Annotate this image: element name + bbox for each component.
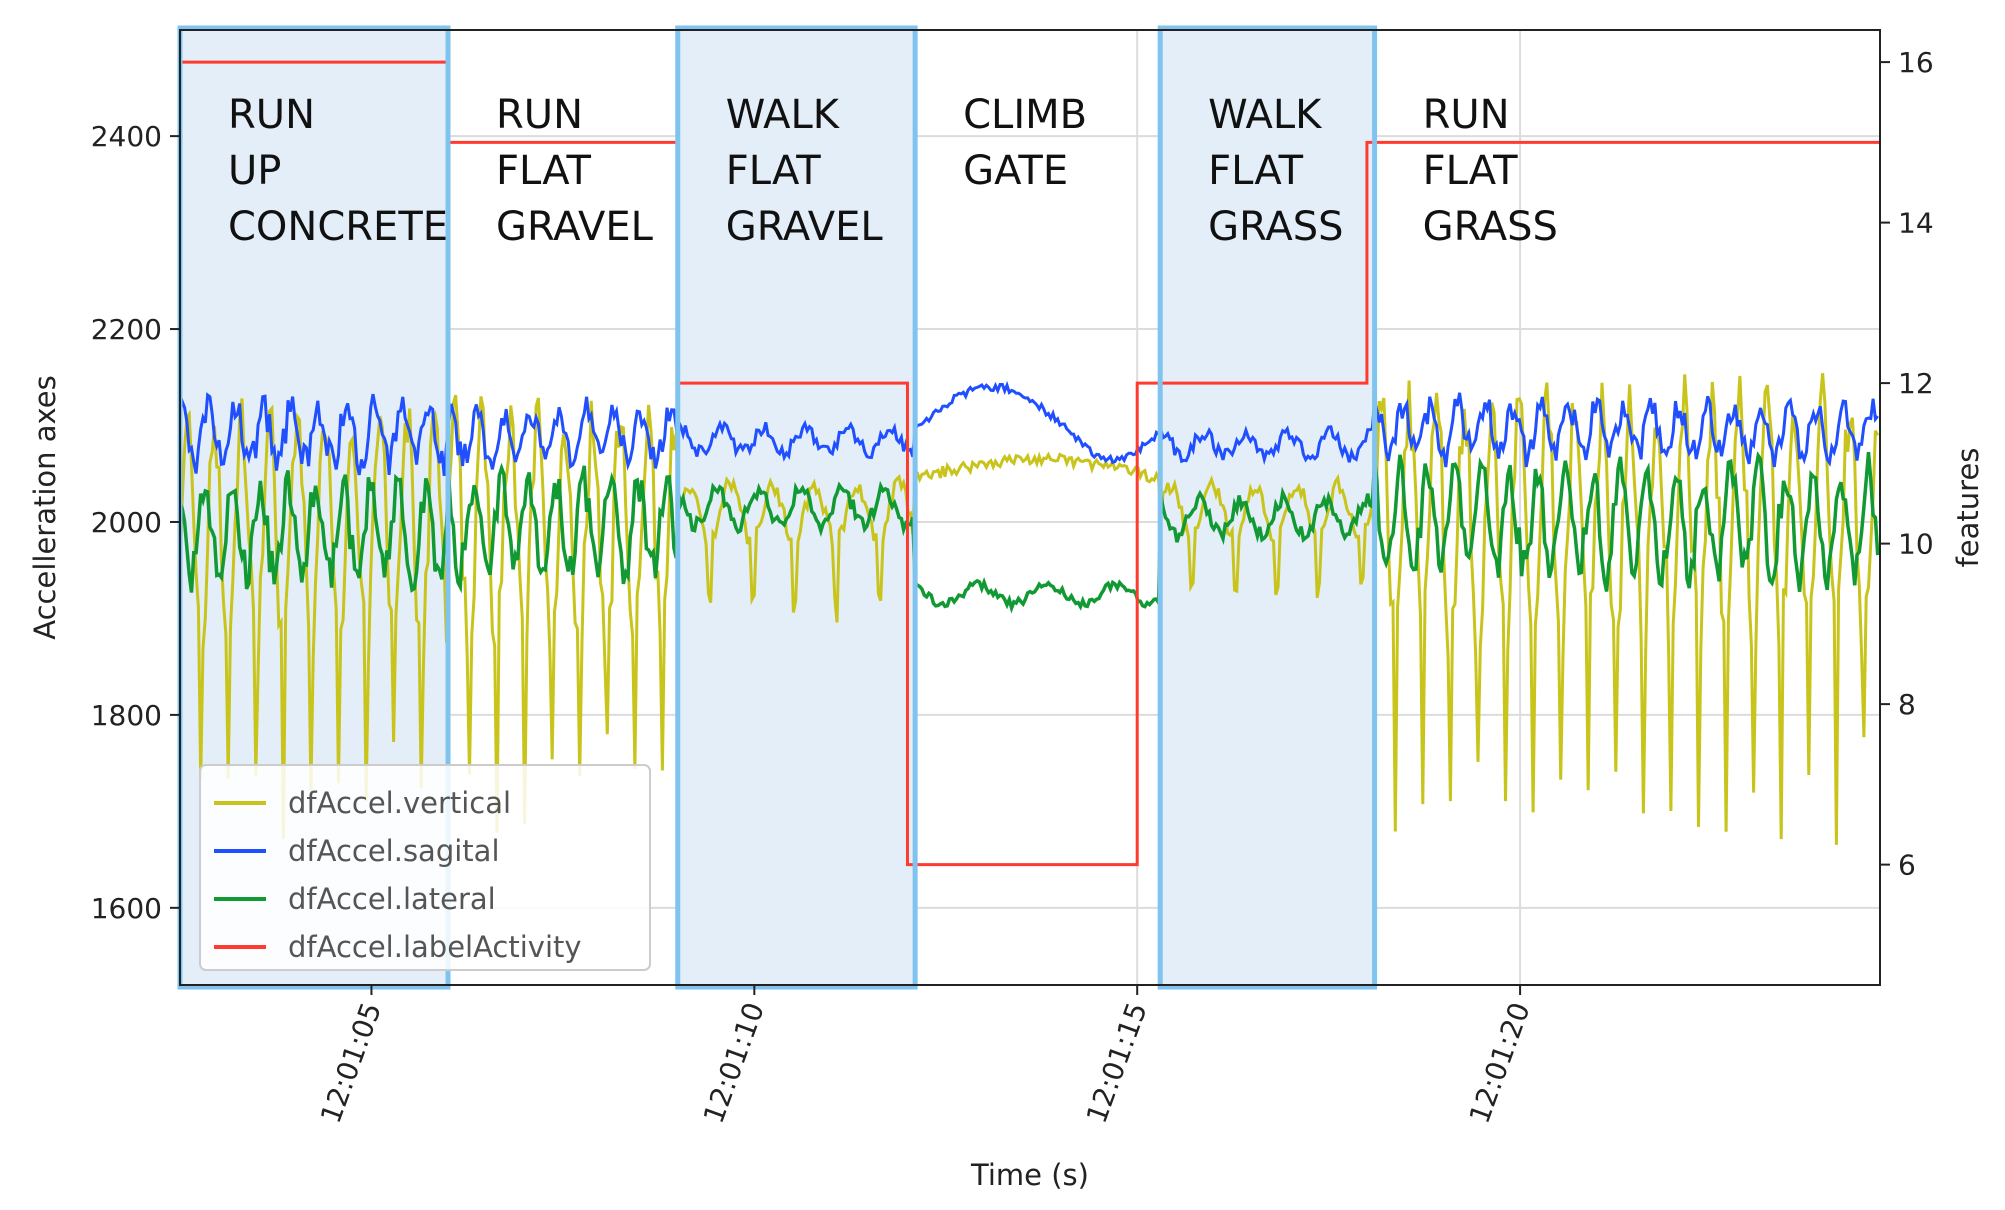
- region-label-line: CLIMB: [963, 92, 1087, 138]
- legend-entry-label: dfAccel.sagital: [288, 834, 500, 868]
- highlight-region-border-2: [675, 25, 918, 990]
- region-label-line: WALK: [1208, 92, 1323, 138]
- region-label-1: RUN FLAT GRAVEL: [496, 92, 654, 250]
- region-label-line: CONCRETE: [228, 204, 448, 250]
- x-tick-label: 12:01:20: [1463, 998, 1537, 1127]
- y-left-tick-label: 1600: [91, 892, 162, 925]
- series-lateral-line: [178, 451, 1880, 614]
- region-label-2: WALK FLAT GRAVEL: [726, 92, 884, 250]
- region-label-line: RUN: [1423, 92, 1510, 138]
- region-label-line: RUN: [496, 92, 583, 138]
- x-tick-label: 12:01:10: [697, 998, 771, 1127]
- y-left-tick-label: 1800: [91, 699, 162, 732]
- y-axis-left-title: Accelleration axes: [28, 375, 62, 639]
- y-left-tick-label: 2000: [91, 506, 162, 539]
- x-axis-title: Time (s): [970, 1158, 1089, 1192]
- region-label-5: RUN FLAT GRASS: [1423, 92, 1558, 250]
- legend-box: [199, 764, 651, 971]
- region-label-line: GRAVEL: [726, 204, 884, 250]
- y-left-tick-label: 2400: [91, 120, 162, 153]
- legend-entry-label: dfAccel.labelActivity: [288, 930, 582, 964]
- highlight-region-border-4: [1157, 25, 1378, 990]
- y-right-tick-label: 6: [1898, 849, 1916, 882]
- x-tick-label: 12:01:05: [314, 998, 388, 1127]
- y-axis-right-title: features: [1951, 448, 1985, 568]
- region-label-0: RUN UP CONCRETE: [228, 92, 448, 250]
- region-label-3: CLIMB GATE: [963, 92, 1087, 194]
- region-label-line: UP: [228, 148, 281, 194]
- region-label-line: FLAT: [496, 148, 591, 194]
- legend: dfAccel.vertical dfAccel.sagital dfAccel.l…: [199, 764, 651, 971]
- x-tick-label: 12:01:15: [1080, 998, 1154, 1127]
- series-sagital-line: [178, 380, 1879, 476]
- region-label-line: GRASS: [1423, 204, 1558, 250]
- region-label-line: WALK: [726, 92, 841, 138]
- y-right-tick-label: 12: [1898, 367, 1934, 400]
- region-label-line: GRASS: [1208, 204, 1343, 250]
- y-right-tick-label: 16: [1898, 46, 1934, 79]
- region-borders: RUN UP CONCRETE RUN FLAT GRAVEL WALK FLAT GRAVEL…: [177, 25, 1558, 990]
- plot-area-frame: [179, 29, 1881, 986]
- region-label-line: RUN: [228, 92, 315, 138]
- y-right-tick-label: 8: [1898, 688, 1916, 721]
- y-right-tick-label: 10: [1898, 528, 1934, 561]
- region-label-4: WALK FLAT GRASS: [1208, 92, 1343, 250]
- region-label-line: GRAVEL: [496, 204, 654, 250]
- region-label-line: FLAT: [1208, 148, 1303, 194]
- legend-entry-label: dfAccel.vertical: [288, 786, 511, 820]
- region-label-line: GATE: [963, 148, 1068, 194]
- y-left-tick-label: 2200: [91, 313, 162, 346]
- series-vertical-line: [178, 373, 1880, 845]
- region-label-line: FLAT: [1423, 148, 1518, 194]
- legend-entry-label: dfAccel.lateral: [288, 882, 496, 916]
- region-label-line: FLAT: [726, 148, 821, 194]
- y-right-tick-label: 14: [1898, 207, 1934, 240]
